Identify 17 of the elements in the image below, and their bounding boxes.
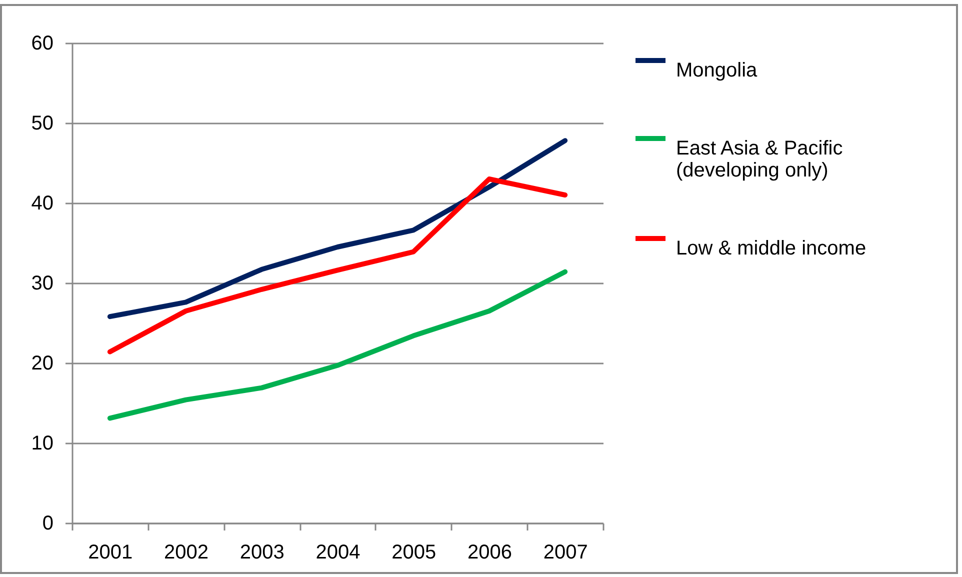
legend-label: East Asia & Pacific (developing only)	[676, 138, 843, 182]
y-tick-label: 20	[31, 352, 54, 374]
y-tick-label: 0	[42, 512, 54, 534]
x-tick-label: 2004	[316, 542, 360, 564]
y-tick-label: 10	[31, 432, 54, 454]
legend-label: Low & middle income	[676, 238, 866, 260]
y-tick-label: 60	[31, 32, 54, 54]
x-tick-label: 2007	[543, 542, 588, 564]
x-tick-label: 2006	[467, 542, 512, 564]
y-tick-label: 50	[31, 112, 54, 134]
x-tick-label: 2001	[88, 542, 133, 564]
x-tick-label: 2003	[240, 542, 284, 564]
y-tick-label: 40	[31, 192, 54, 214]
legend-label: Mongolia	[676, 60, 758, 82]
x-tick-label: 2002	[164, 542, 209, 564]
y-tick-label: 30	[31, 272, 54, 294]
x-tick-label: 2005	[392, 542, 436, 564]
